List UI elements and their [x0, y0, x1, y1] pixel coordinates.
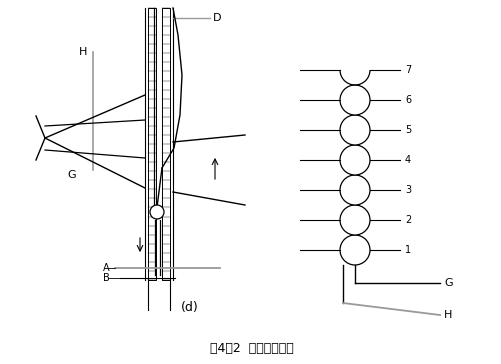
Circle shape [150, 205, 164, 219]
Text: G: G [68, 170, 76, 180]
Text: H: H [444, 310, 452, 320]
Text: 7: 7 [405, 65, 411, 75]
Circle shape [340, 85, 370, 115]
Text: D: D [213, 13, 221, 23]
Circle shape [340, 205, 370, 235]
Circle shape [340, 235, 370, 265]
Bar [162, 8, 170, 280]
Text: 2: 2 [405, 215, 411, 225]
Circle shape [340, 175, 370, 205]
Text: H: H [79, 47, 87, 57]
Text: 1: 1 [405, 245, 411, 255]
Text: 图4－2  绯边综的运动: 图4－2 绯边综的运动 [210, 341, 294, 355]
Circle shape [340, 115, 370, 145]
Text: (d): (d) [181, 301, 199, 313]
Text: 3: 3 [405, 185, 411, 195]
Text: A: A [103, 263, 110, 273]
Text: 4: 4 [405, 155, 411, 165]
Text: 6: 6 [405, 95, 411, 105]
Text: 5: 5 [405, 125, 411, 135]
Circle shape [340, 145, 370, 175]
Bar [148, 8, 156, 280]
Text: G: G [444, 278, 452, 288]
Text: B: B [103, 273, 110, 283]
